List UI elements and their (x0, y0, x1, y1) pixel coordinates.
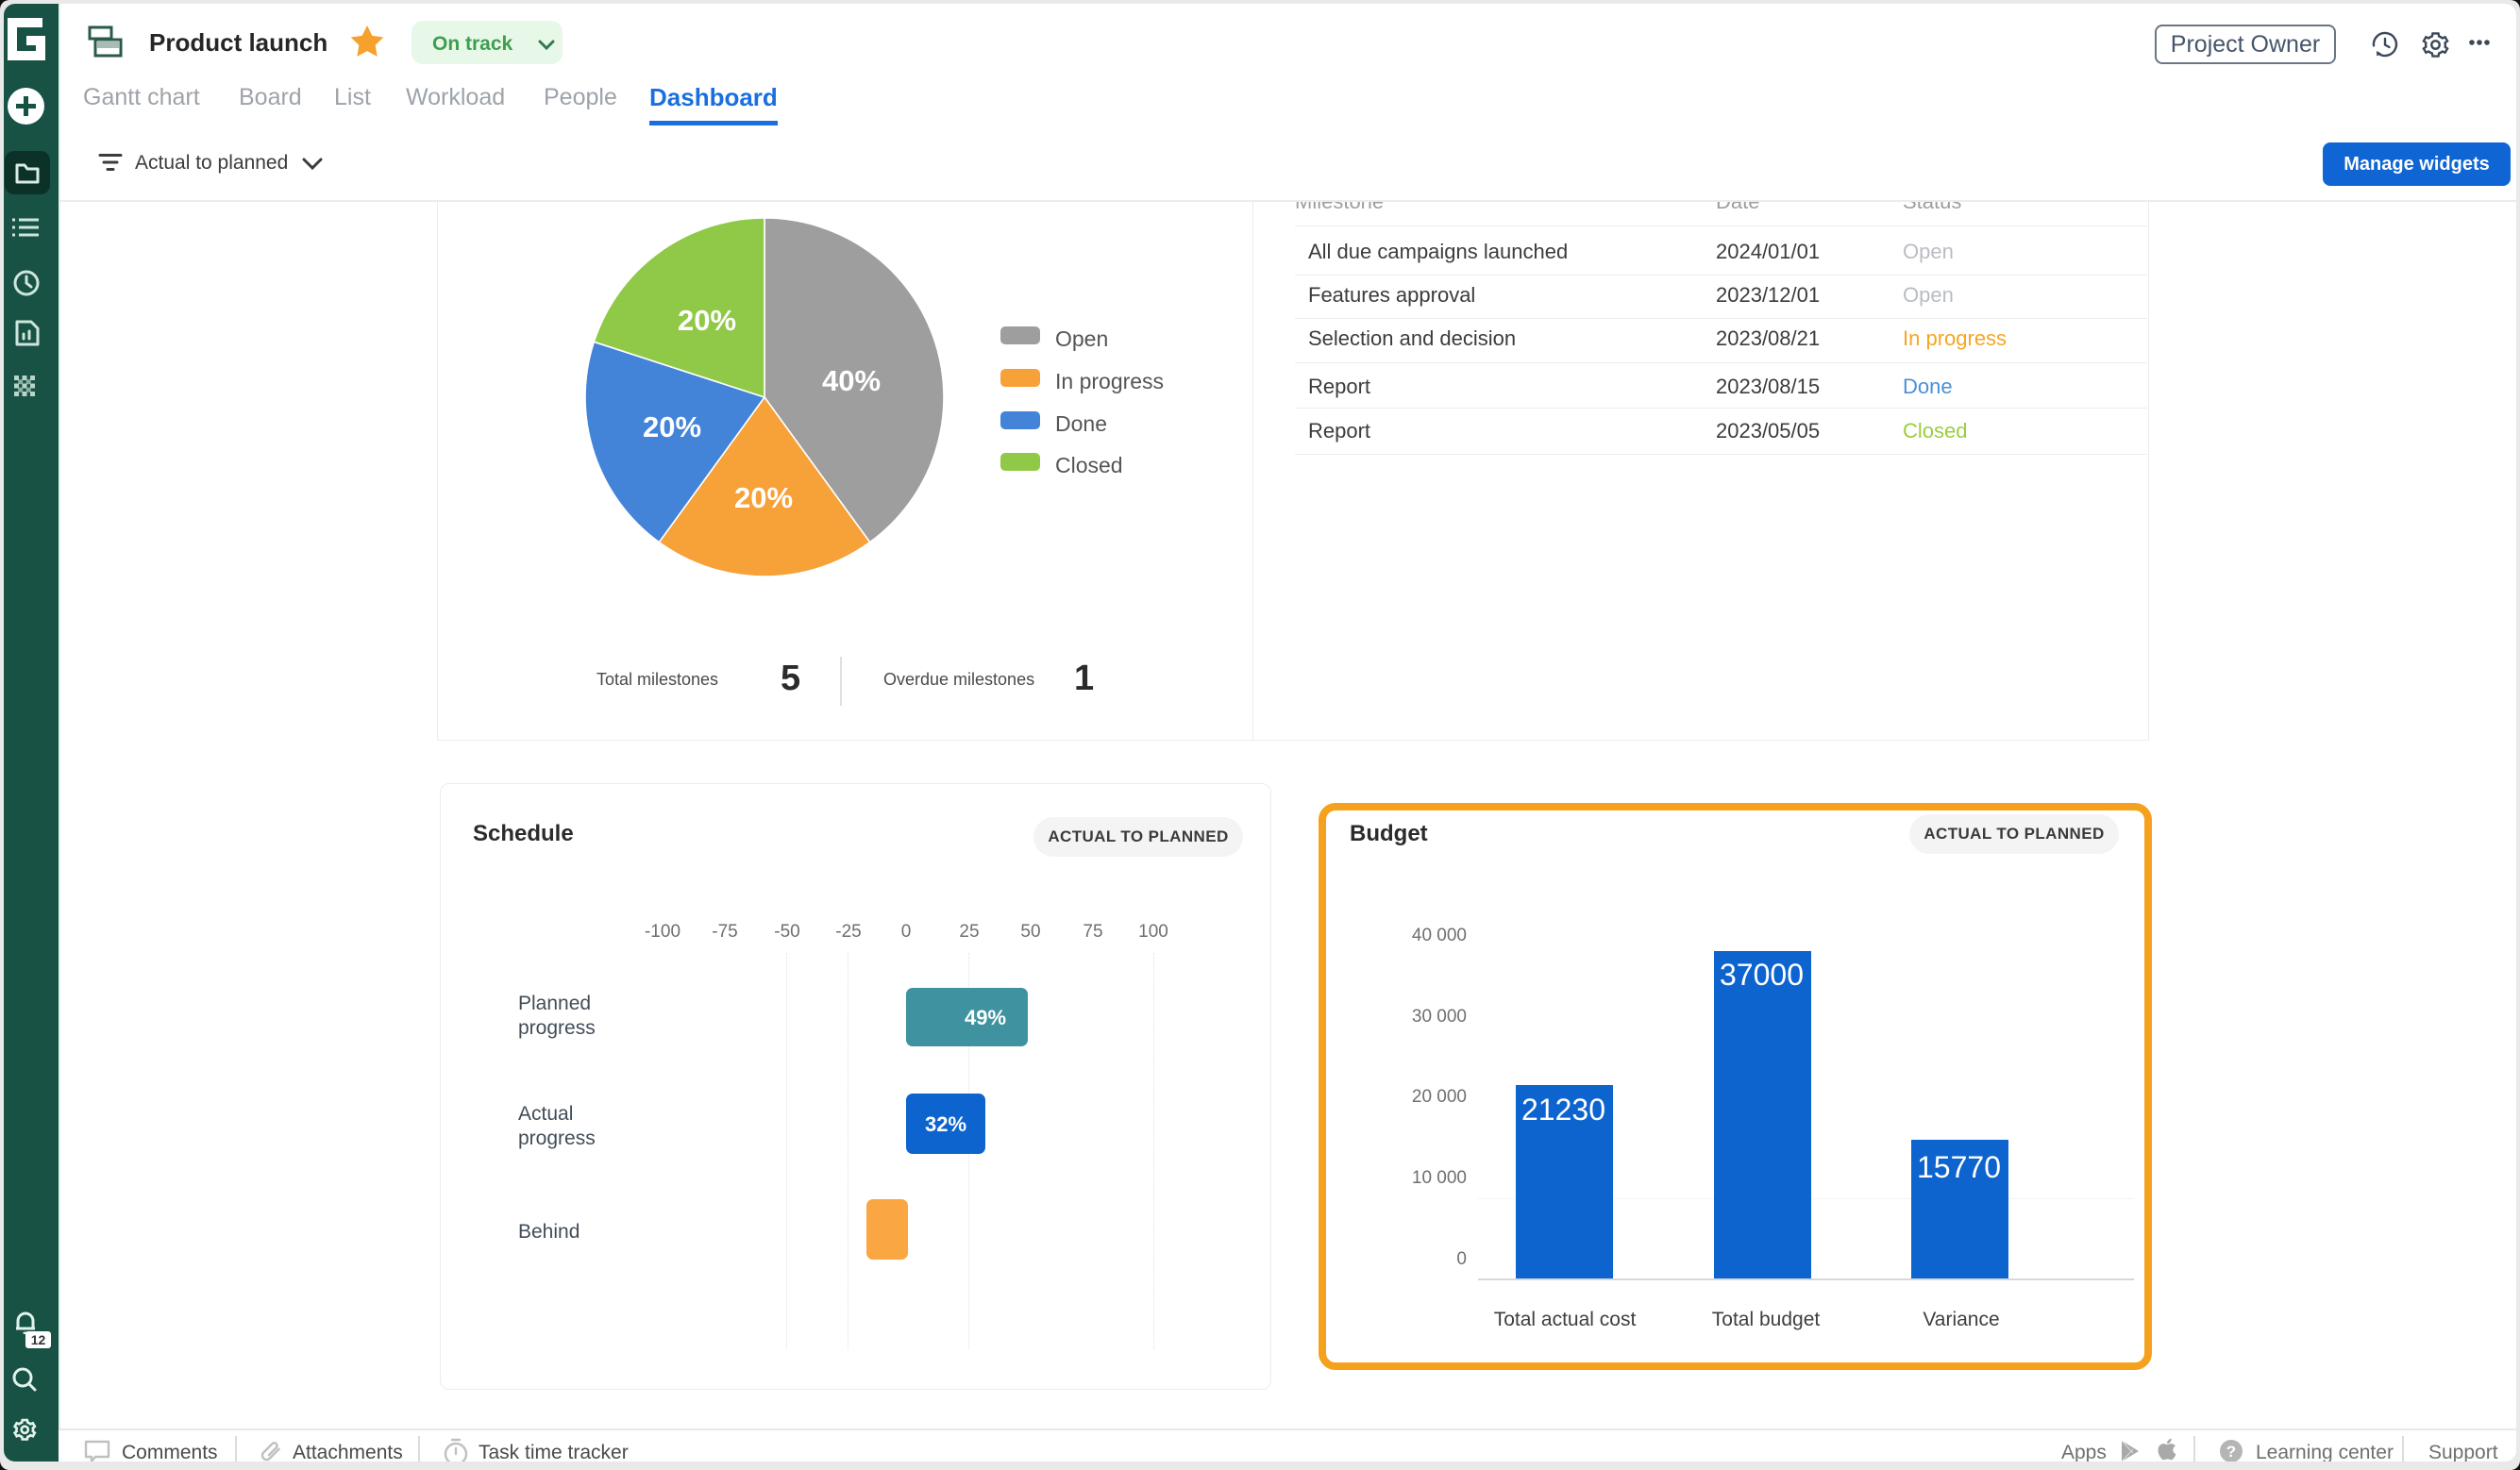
svg-text:20%: 20% (678, 304, 736, 337)
svg-text:20%: 20% (643, 410, 701, 443)
svg-text:20%: 20% (734, 481, 793, 514)
svg-text:?: ? (2226, 1443, 2236, 1461)
svg-text:40%: 40% (822, 364, 881, 397)
